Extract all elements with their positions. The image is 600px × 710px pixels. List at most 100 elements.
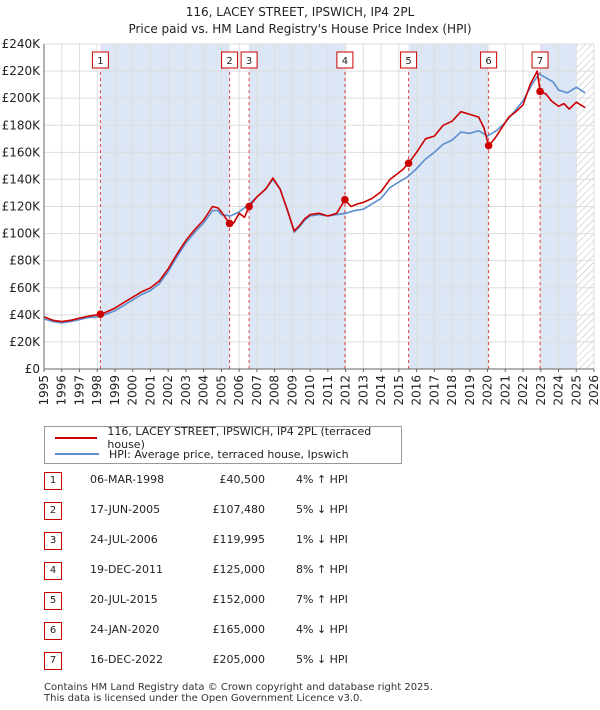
sale-point	[225, 219, 234, 228]
sale-number: 2	[44, 502, 62, 520]
sale-number: 1	[44, 472, 62, 490]
sale-hpi: 5% ↓ HPI	[296, 503, 348, 516]
sale-date: 17-JUN-2005	[90, 503, 161, 516]
x-tick-label: 1998	[90, 375, 104, 406]
x-tick-label: 2014	[374, 375, 388, 406]
sale-price: £40,500	[219, 473, 266, 486]
x-tick-label: 2011	[321, 375, 335, 406]
sale-number: 6	[44, 622, 62, 640]
sale-label-box	[221, 51, 239, 69]
y-tick-label: £160K	[2, 145, 42, 159]
sale-hpi: 8% ↑ HPI	[296, 563, 348, 576]
sale-date: 16-DEC-2022	[90, 653, 164, 666]
sale-label: 4	[342, 56, 348, 67]
sale-hpi: 4% ↑ HPI	[296, 473, 348, 486]
y-tick-label: £200K	[2, 91, 42, 105]
sale-label: 5	[405, 56, 411, 67]
sale-label-box	[336, 51, 354, 69]
price-chart: 116, LACEY STREET, IPSWICH, IP4 2PL Pric…	[2, 5, 600, 406]
sale-label: 7	[537, 56, 543, 67]
legend: 116, LACEY STREET, IPSWICH, IP4 2PL (ter…	[44, 425, 402, 464]
x-tick-label: 1996	[55, 375, 69, 406]
sale-label-box	[400, 51, 418, 69]
x-tick-label: 1995	[37, 375, 51, 406]
y-tick-label: £60K	[9, 281, 41, 295]
legend-swatch-property	[55, 437, 98, 439]
y-tick-label: £20K	[9, 335, 41, 349]
chart-subtitle: Price paid vs. HM Land Registry's House …	[128, 22, 471, 36]
y-tick-label: £80K	[9, 254, 41, 268]
x-tick-label: 2012	[339, 375, 353, 406]
sale-price: £152,000	[212, 593, 266, 606]
sale-hpi: 7% ↑ HPI	[296, 593, 348, 606]
x-tick-label: 2004	[197, 375, 211, 406]
x-tick-label: 2025	[569, 375, 583, 406]
sale-number: 4	[44, 562, 62, 580]
sale-date: 24-JAN-2020	[90, 623, 160, 636]
sale-date: 20-JUL-2015	[90, 593, 158, 606]
footer-licence: This data is licensed under the Open Gov…	[44, 693, 363, 704]
sale-point	[404, 159, 413, 167]
sale-point	[245, 202, 253, 211]
sale-label-box	[91, 51, 109, 69]
property-series-line	[43, 70, 586, 323]
sale-hpi: 4% ↓ HPI	[296, 623, 348, 636]
x-tick-label: 2020	[481, 375, 495, 406]
x-tick-label: 2022	[516, 375, 530, 406]
sale-label: 6	[485, 56, 491, 67]
x-tick-label: 2000	[126, 375, 140, 406]
sale-point	[96, 310, 105, 318]
x-tick-label: 2006	[232, 375, 246, 406]
x-tick-label: 2009	[285, 375, 299, 406]
x-tick-label: 2008	[268, 375, 282, 406]
legend-label-property: 116, LACEY STREET, IPSWICH, IP4 2PL (ter…	[107, 425, 372, 451]
x-tick-label: 2001	[143, 375, 157, 406]
x-tick-label: 2005	[214, 375, 228, 406]
x-tick-label: 2002	[161, 375, 175, 406]
sale-date: 24-JUL-2006	[90, 533, 158, 546]
sale-hpi: 1% ↓ HPI	[296, 533, 348, 546]
y-tick-label: £40K	[9, 308, 41, 322]
sale-price: £119,995	[212, 533, 266, 546]
x-tick-label: 2019	[463, 375, 477, 406]
footer: Contains HM Land Registry data © Crown c…	[44, 682, 433, 704]
x-tick-label: 2017	[427, 375, 441, 406]
x-tick-label: 2024	[552, 375, 566, 406]
x-tick-label: 2013	[356, 375, 370, 406]
sale-date: 19-DEC-2011	[90, 563, 164, 576]
x-tick-label: 2015	[392, 375, 406, 406]
chart-title: 116, LACEY STREET, IPSWICH, IP4 2PL	[186, 5, 415, 19]
y-tick-label: £140K	[2, 172, 42, 186]
y-tick-label: £180K	[2, 118, 42, 132]
footer-copyright: Contains HM Land Registry data © Crown c…	[44, 682, 433, 693]
sale-price: £125,000	[212, 563, 266, 576]
sale-number: 3	[44, 532, 62, 550]
sale-label: 3	[246, 56, 252, 67]
legend-item-property: 116, LACEY STREET, IPSWICH, IP4 2PL (ter…	[55, 425, 401, 451]
x-tick-label: 1997	[72, 375, 86, 406]
sale-price: £107,480	[212, 503, 266, 516]
sale-number: 5	[44, 592, 62, 610]
y-tick-label: £120K	[2, 200, 42, 214]
sale-date: 06-MAR-1998	[90, 473, 165, 486]
y-tick-label: £100K	[2, 227, 42, 241]
x-tick-label: 2003	[179, 375, 193, 406]
x-tick-label: 2021	[498, 375, 512, 406]
x-tick-label: 2010	[303, 375, 317, 406]
x-tick-label: 2026	[587, 375, 600, 406]
sale-price: £205,000	[212, 653, 266, 666]
sale-label: 1	[97, 56, 103, 67]
x-tick-label: 2023	[534, 375, 548, 406]
sale-point	[536, 87, 544, 96]
sale-point	[341, 195, 349, 204]
sale-point	[484, 141, 493, 150]
x-tick-label: 2016	[410, 375, 424, 406]
x-tick-label: 2007	[250, 375, 264, 406]
sale-label: 2	[226, 56, 232, 67]
y-tick-label: £220K	[2, 64, 42, 78]
legend-swatch-hpi	[55, 453, 99, 455]
sale-label-box	[480, 51, 498, 69]
legend-item-hpi: HPI: Average price, terraced house, Ipsw…	[55, 447, 349, 461]
sale-label-box	[240, 51, 258, 69]
x-tick-label: 1999	[108, 375, 122, 406]
